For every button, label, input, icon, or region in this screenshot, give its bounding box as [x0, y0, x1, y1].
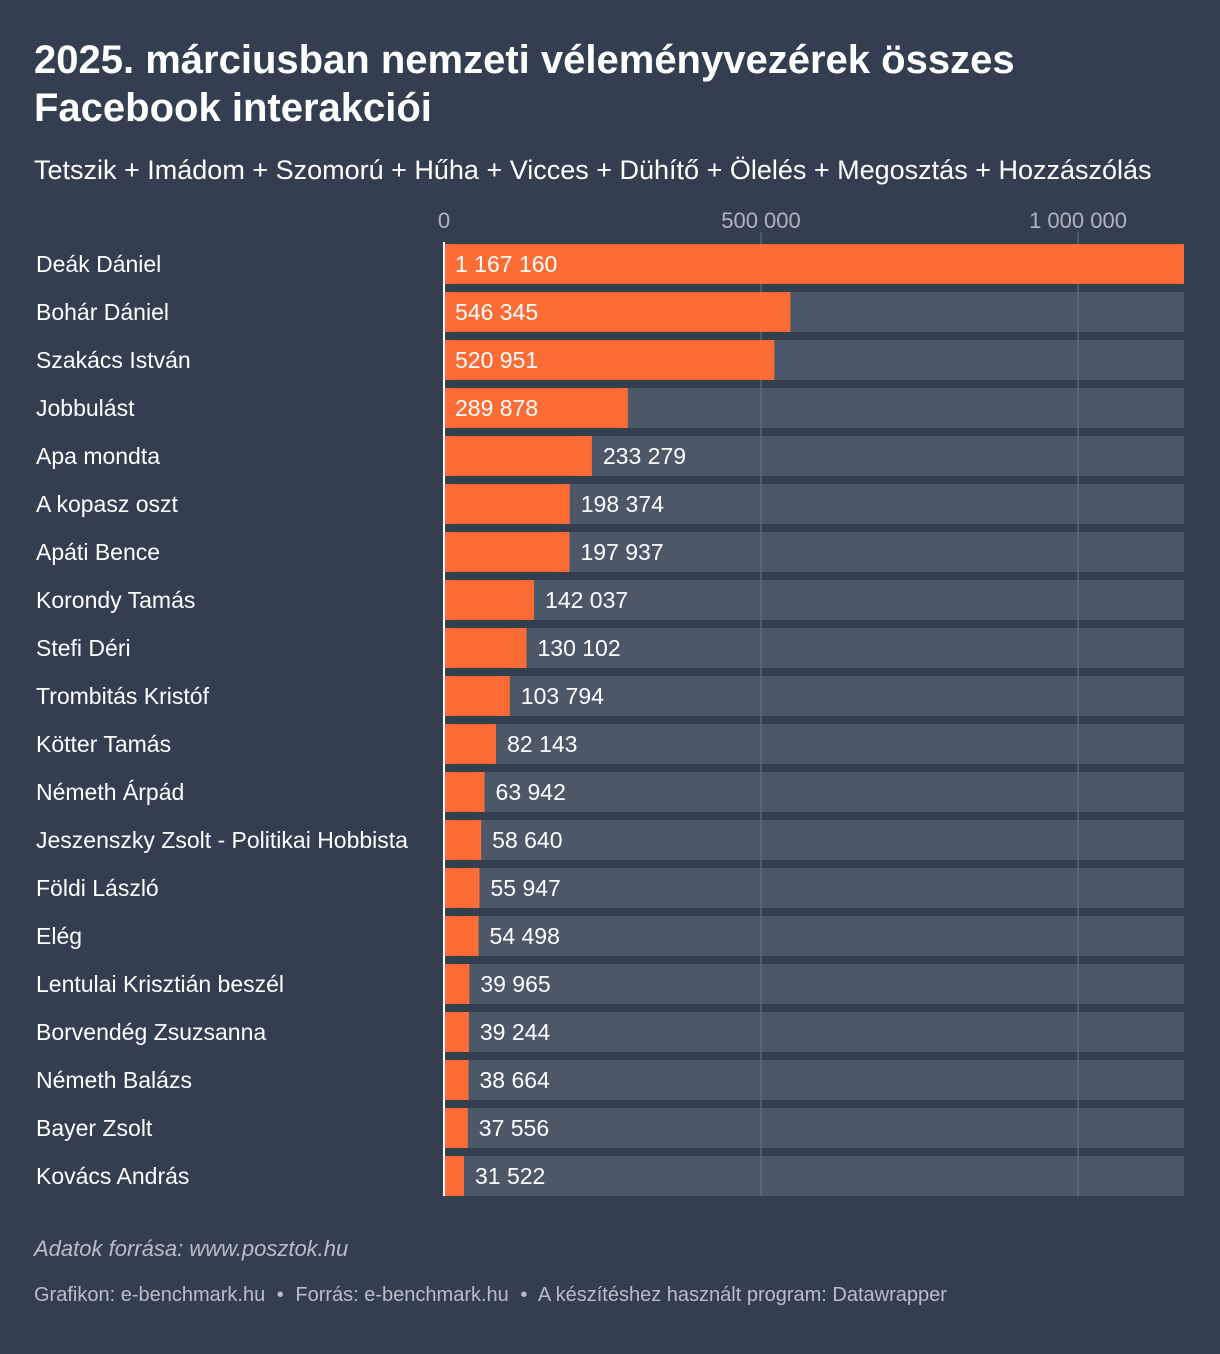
value-label: 39 244 [480, 1019, 551, 1045]
bar-track [444, 820, 1184, 860]
category-label: Bohár Dániel [36, 299, 169, 325]
bar [444, 244, 1184, 284]
category-label: Szakács István [36, 347, 191, 373]
bar-track [444, 916, 1184, 956]
x-tick-label: 1 000 000 [1029, 208, 1127, 233]
category-label: Borvendég Zsuzsanna [36, 1019, 266, 1045]
value-label: 39 965 [480, 971, 550, 997]
value-label: 31 522 [475, 1163, 545, 1189]
value-label: 1 167 160 [455, 251, 557, 277]
bar [444, 484, 570, 524]
category-label: Németh Árpád [36, 779, 184, 805]
bar [444, 340, 775, 380]
footer: Grafikon: e-benchmark.hu • Forrás: e-ben… [34, 1284, 947, 1307]
bar [444, 820, 482, 860]
category-label: Korondy Tamás [36, 587, 195, 613]
bar [444, 1012, 469, 1052]
bar [444, 724, 497, 764]
chart-title: 2025. márciusban nemzeti véleményvezérek… [34, 38, 1015, 130]
category-label: Földi László [36, 875, 159, 901]
bar-track [444, 580, 1184, 620]
value-label: 520 951 [455, 347, 538, 373]
bar-track [444, 1108, 1184, 1148]
value-label: 58 640 [492, 827, 562, 853]
value-label: 233 279 [603, 443, 686, 469]
category-label: Németh Balázs [36, 1067, 192, 1093]
value-label: 142 037 [545, 587, 628, 613]
category-label: Kovács András [36, 1163, 189, 1189]
value-label: 289 878 [455, 395, 538, 421]
footer-separator: • [276, 1284, 284, 1306]
chart-subtitle: Tetszik + Imádom + Szomorú + Hűha + Vicc… [34, 155, 1152, 185]
bar [444, 628, 527, 668]
bar [444, 1060, 469, 1100]
bar-track [444, 1060, 1184, 1100]
x-tick-label: 500 000 [721, 208, 801, 233]
bar-track [444, 676, 1184, 716]
footer-graphic-credit: Grafikon: e-benchmark.hu [34, 1284, 266, 1306]
bar-track [444, 628, 1184, 668]
category-label: Elég [36, 923, 82, 949]
bar [444, 292, 791, 332]
footer-tool: A készítéshez használt program: Datawrap… [537, 1284, 947, 1306]
category-label: Bayer Zsolt [36, 1115, 153, 1141]
category-label: Deák Dániel [36, 251, 161, 277]
x-tick-label: 0 [438, 208, 450, 233]
category-label: Stefi Déri [36, 635, 131, 661]
bar [444, 580, 535, 620]
footer-separator: • [520, 1284, 528, 1306]
category-label: Apáti Bence [36, 539, 160, 565]
bar-chart: 0 500 000 1 000 000 Deák Dániel 1 167 160 Boh… [36, 208, 1184, 1196]
bar [444, 868, 480, 908]
value-label: 55 947 [490, 875, 560, 901]
bar [444, 1156, 464, 1196]
bar-track [444, 868, 1184, 908]
data-source-note: Adatok forrása: www.posztok.hu [34, 1236, 349, 1261]
bar-track [444, 772, 1184, 812]
bar-track [444, 1012, 1184, 1052]
bar-track [444, 1156, 1184, 1196]
bar [444, 436, 592, 476]
bar [444, 964, 470, 1004]
value-label: 38 664 [480, 1067, 551, 1093]
value-label: 54 498 [490, 923, 560, 949]
category-label: Kötter Tamás [36, 731, 171, 757]
value-label: 546 345 [455, 299, 538, 325]
category-label: A kopasz oszt [36, 491, 179, 517]
bar-track [444, 964, 1184, 1004]
value-label: 63 942 [496, 779, 566, 805]
category-label: Jeszenszky Zsolt - Politikai Hobbista [36, 827, 408, 853]
value-label: 130 102 [537, 635, 620, 661]
bar [444, 1108, 468, 1148]
value-label: 197 937 [580, 539, 663, 565]
value-label: 198 374 [581, 491, 664, 517]
category-label: Trombitás Kristóf [36, 683, 210, 709]
category-label: Lentulai Krisztián beszél [36, 971, 284, 997]
bar-track [444, 724, 1184, 764]
bar [444, 388, 628, 428]
bar [444, 532, 570, 572]
footer-source: Forrás: e-benchmark.hu [295, 1284, 509, 1306]
category-label: Apa mondta [36, 443, 160, 469]
bar [444, 916, 479, 956]
value-label: 37 556 [479, 1115, 549, 1141]
value-label: 103 794 [521, 683, 604, 709]
bar [444, 676, 510, 716]
bar [444, 772, 485, 812]
category-label: Jobbulást [36, 395, 135, 421]
value-label: 82 143 [507, 731, 577, 757]
